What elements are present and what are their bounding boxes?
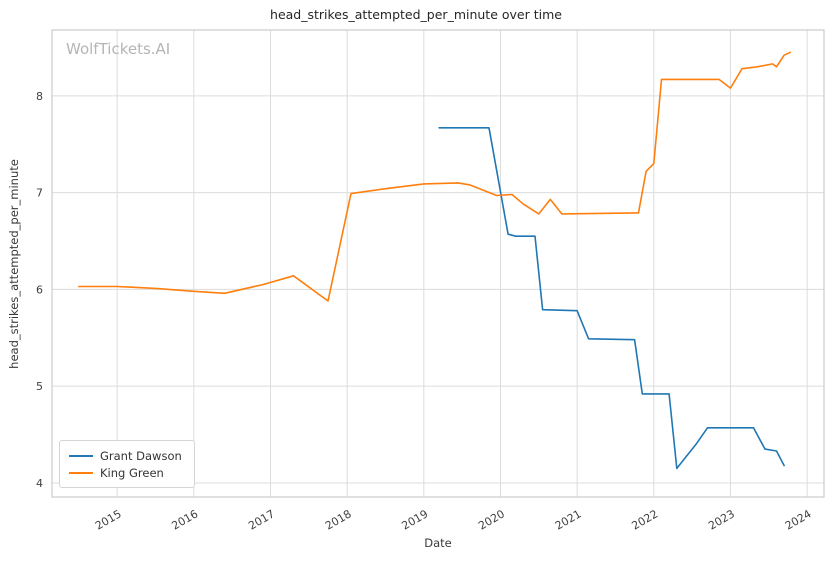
x-tick-label-2018: 2018: [323, 507, 354, 532]
x-tick-label-2015: 2015: [93, 507, 124, 532]
x-axis-label: Date: [424, 536, 452, 550]
chart-title: head_strikes_attempted_per_minute over t…: [270, 7, 562, 22]
legend-swatch-king-green: [69, 471, 93, 474]
x-tick-label-2024: 2024: [783, 507, 814, 532]
y-tick-label-8: 8: [36, 90, 43, 103]
y-tick-label-4: 4: [36, 477, 43, 490]
y-tick-label-6: 6: [36, 283, 43, 296]
legend-item-grant-dawson: Grant Dawson: [69, 447, 182, 464]
watermark: WolfTickets.AI: [66, 40, 171, 58]
y-tick-label-7: 7: [36, 187, 43, 200]
x-tick-label-2017: 2017: [246, 507, 277, 532]
series-line-king-green: [78, 51, 792, 302]
series-line-grant-dawson: [438, 127, 785, 470]
legend: Grant Dawson King Green: [59, 440, 195, 488]
legend-item-king-green: King Green: [69, 464, 182, 481]
x-tick-label-2022: 2022: [630, 507, 661, 532]
x-tick-label-2016: 2016: [170, 507, 201, 532]
x-tick-label-2019: 2019: [400, 507, 431, 532]
x-tick-label-2020: 2020: [476, 507, 507, 532]
legend-label-king-green: King Green: [100, 465, 164, 480]
legend-swatch-grant-dawson: [69, 454, 93, 457]
legend-label-grant-dawson: Grant Dawson: [100, 448, 182, 463]
y-tick-label-5: 5: [36, 380, 43, 393]
plot-frame: [51, 29, 825, 498]
x-tick-label-2023: 2023: [706, 507, 737, 532]
x-tick-label-2021: 2021: [553, 507, 584, 532]
y-axis-label: head_strikes_attempted_per_minute: [7, 159, 21, 369]
